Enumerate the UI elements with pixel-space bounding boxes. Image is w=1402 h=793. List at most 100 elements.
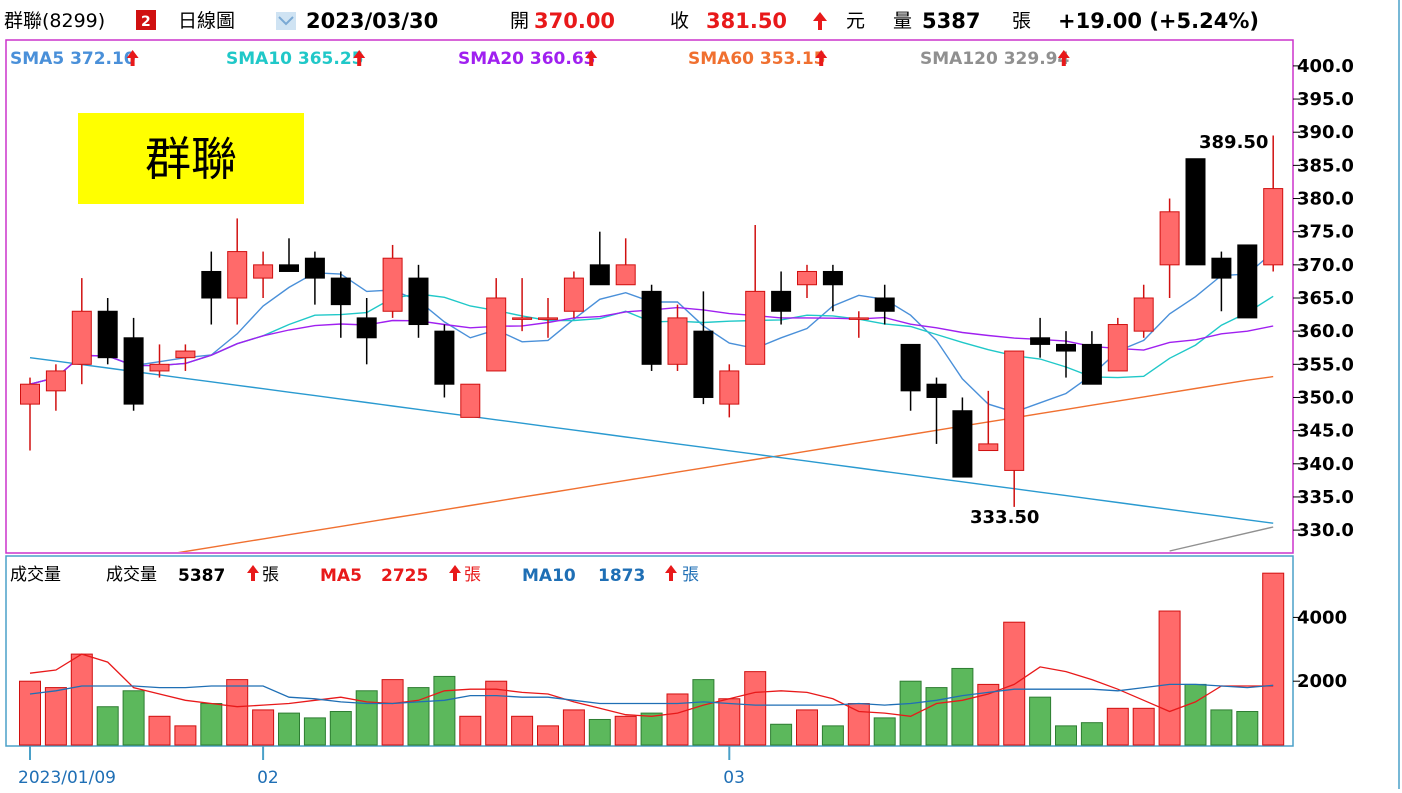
x-tick-label: 03 xyxy=(723,768,745,788)
low-annotation: 333.50 xyxy=(970,507,1039,528)
candle-body xyxy=(1263,188,1284,266)
volume-legend: 成交量 成交量 5387 張 MA5 2725 張 MA10 1873 張 xyxy=(10,565,699,586)
volume-bar xyxy=(200,703,223,746)
up-arrow-icon xyxy=(815,50,828,66)
volume-bar xyxy=(485,680,508,746)
price-tick-label: 360.0 xyxy=(1297,321,1354,342)
ma-legend-sma5: SMA5 372.10 xyxy=(10,49,136,69)
price-tick-label: 350.0 xyxy=(1297,387,1354,408)
chevron-down-icon[interactable] xyxy=(278,16,294,26)
up-arrow-icon xyxy=(247,565,259,581)
candle xyxy=(460,383,481,418)
candle xyxy=(512,278,533,332)
price-tick-label: 335.0 xyxy=(1297,487,1354,508)
candle-body xyxy=(408,277,429,326)
candle-body xyxy=(900,343,921,392)
candle-body xyxy=(253,264,274,279)
candle xyxy=(1263,135,1284,272)
volume-bar xyxy=(1262,572,1285,746)
candle-body xyxy=(20,383,40,405)
unit-label: 元 xyxy=(846,10,865,32)
volume-panel-frame xyxy=(5,555,1294,747)
trend-line xyxy=(29,357,1274,524)
candle-body xyxy=(512,317,533,320)
price-tick-label: 380.0 xyxy=(1297,189,1354,210)
volume-bar xyxy=(744,671,767,746)
candle-body xyxy=(848,317,869,320)
close-value: 381.50 xyxy=(706,9,787,33)
volume-bars xyxy=(19,572,1285,746)
volume-bar xyxy=(70,653,93,746)
candle xyxy=(1081,331,1102,385)
volume-bar xyxy=(1132,707,1155,746)
candle xyxy=(848,311,869,338)
price-tick-label: 370.0 xyxy=(1297,255,1354,276)
candle-body xyxy=(771,290,792,312)
candle-body xyxy=(330,277,351,306)
volume-bar xyxy=(925,687,948,746)
candle xyxy=(486,278,507,372)
period-label[interactable]: 日線圖 xyxy=(178,10,235,32)
candle xyxy=(1159,198,1180,298)
candle-body xyxy=(1237,244,1258,319)
candle-body xyxy=(874,297,895,312)
candle xyxy=(538,298,558,338)
volume-bar xyxy=(1158,610,1181,746)
volume-label: 量 xyxy=(893,10,912,32)
candle xyxy=(745,225,766,365)
stock-name[interactable]: 群聯(8299) xyxy=(4,10,105,32)
volume-bar xyxy=(796,709,818,746)
candle xyxy=(667,304,688,371)
vol-ma10-label: MA10 xyxy=(522,566,576,586)
up-arrow-icon xyxy=(1057,50,1070,66)
volume-bar xyxy=(770,723,793,746)
header-date: 2023/03/30 xyxy=(306,9,438,33)
candle-body xyxy=(1185,158,1206,266)
candle-body xyxy=(1211,257,1232,279)
candle-body xyxy=(1159,211,1180,266)
title-box-text: 群聯 xyxy=(145,132,237,186)
vol-ma5-line xyxy=(29,653,1274,717)
candle-body xyxy=(797,270,817,286)
candle xyxy=(615,238,636,286)
ma-legend: SMA5 372.10 SMA10 365.25 SMA20 360.63 SMA60… xyxy=(10,49,1070,69)
up-arrow-icon xyxy=(353,50,366,66)
volume-bar xyxy=(666,693,689,746)
volume-bar xyxy=(252,709,275,746)
period-dropdown-box[interactable] xyxy=(276,12,296,30)
candle xyxy=(1211,251,1232,312)
badge-box xyxy=(136,10,156,30)
vol-ma10-line xyxy=(29,683,1274,706)
vol-ma5-value: 2725 xyxy=(381,566,428,586)
candle-body xyxy=(279,264,299,272)
candle xyxy=(563,271,584,318)
candle xyxy=(123,317,144,411)
volume-bar xyxy=(355,690,378,746)
candles xyxy=(20,135,1284,507)
candle-body xyxy=(693,330,714,398)
volume-bar xyxy=(718,698,741,746)
candle-body xyxy=(227,251,248,299)
volume-legend-unit: 張 xyxy=(262,565,279,585)
price-tick-label: 375.0 xyxy=(1297,222,1354,243)
sma60-line xyxy=(177,375,1274,552)
candle-body xyxy=(563,277,584,312)
volume-value: 5387 xyxy=(922,9,980,33)
candle xyxy=(874,284,895,325)
vol-ma5-unit: 張 xyxy=(464,565,481,585)
candle-body xyxy=(382,257,403,312)
candle xyxy=(408,264,429,338)
candle-body xyxy=(175,350,196,359)
volume-bar xyxy=(44,687,67,746)
price-tick-label: 390.0 xyxy=(1297,122,1354,143)
price-axis: 400.0 395.0 390.0 385.0 380.0 375.0 370.0 365.0… xyxy=(1293,56,1354,541)
candle-body xyxy=(1030,337,1051,345)
volume-bar xyxy=(407,687,430,746)
volume-bar xyxy=(588,718,611,746)
open-value: 370.00 xyxy=(534,9,615,33)
candle-body xyxy=(589,264,610,286)
candle-body xyxy=(667,317,688,365)
candle-body xyxy=(486,297,507,372)
price-tick-label: 385.0 xyxy=(1297,155,1354,176)
